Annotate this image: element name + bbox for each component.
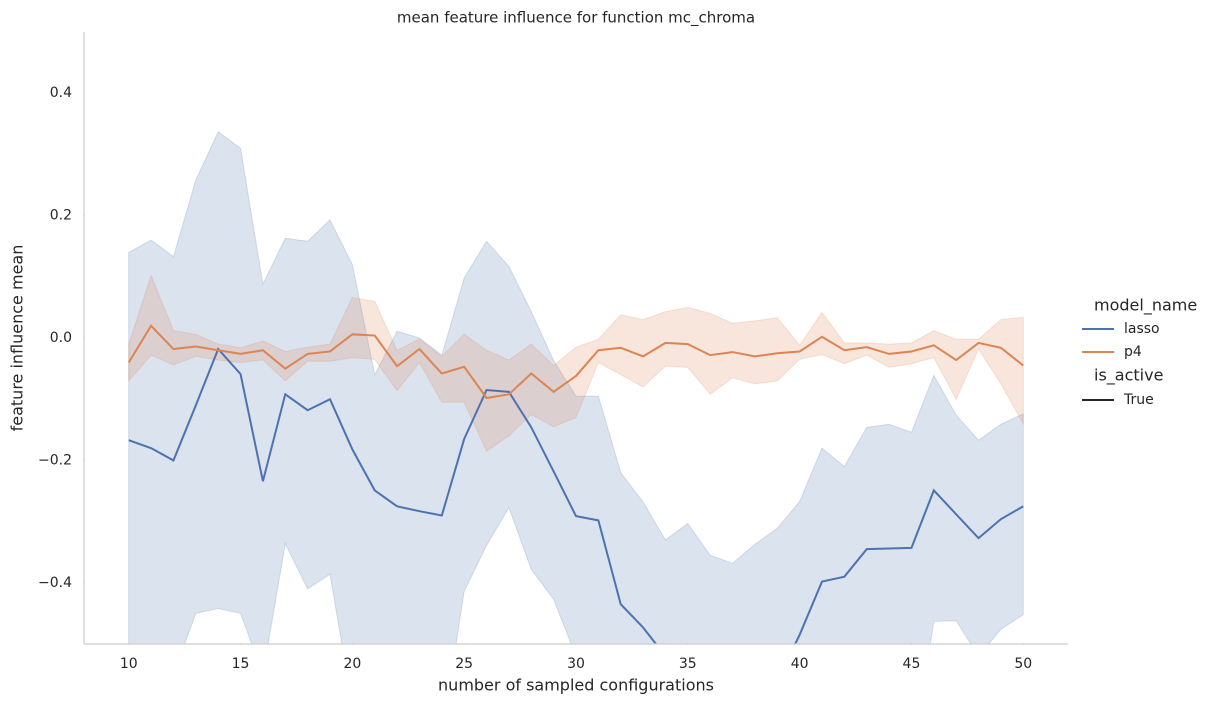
confidence-band <box>128 130 1024 644</box>
x-axis-label: number of sampled configurations <box>438 676 714 695</box>
line <box>127 324 1024 400</box>
y-tick-label: 0.2 <box>50 208 72 224</box>
line <box>128 347 1024 644</box>
y-tick-label: −0.4 <box>38 575 72 591</box>
legend-label: True <box>1123 392 1154 408</box>
x-tick-label: 35 <box>679 656 697 672</box>
x-tick-label: 40 <box>791 656 809 672</box>
y-tick-label: −0.2 <box>38 452 72 468</box>
legend-label: p4 <box>1124 344 1142 360</box>
x-tick-label: 15 <box>232 656 250 672</box>
x-tick-label: 45 <box>903 656 921 672</box>
legend-label: lasso <box>1124 321 1160 337</box>
chart-title: mean feature influence for function mc_c… <box>397 9 755 28</box>
x-tick-label: 30 <box>567 656 585 672</box>
x-tick-label: 10 <box>120 656 138 672</box>
y-axis-label: feature influence mean <box>8 245 27 432</box>
y-tick-label: 0.4 <box>50 85 72 101</box>
y-tick-label: 0.0 <box>50 330 72 346</box>
x-tick-label: 25 <box>455 656 473 672</box>
x-tick-label: 50 <box>1014 656 1032 672</box>
legend-title: model_name <box>1094 296 1197 316</box>
legend-style-title: is_active <box>1094 366 1163 386</box>
confidence-band <box>128 274 1024 452</box>
x-tick-label: 20 <box>343 656 361 672</box>
plot-area <box>127 130 1024 644</box>
